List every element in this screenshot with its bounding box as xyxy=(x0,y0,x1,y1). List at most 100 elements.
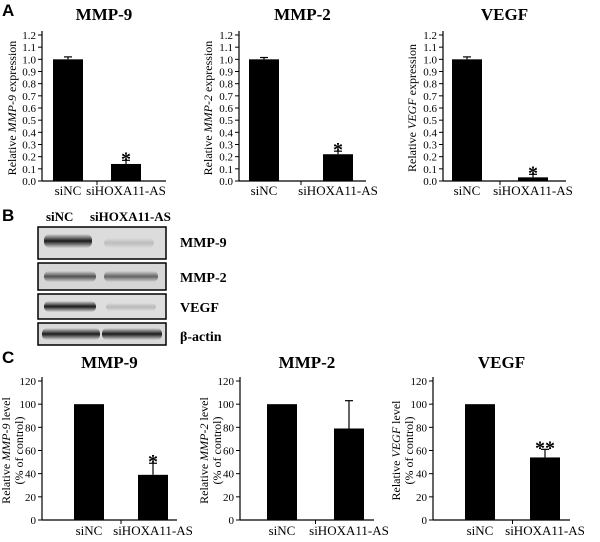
y-tick-label: 0.4 xyxy=(22,127,36,139)
y-tick-label: 0.2 xyxy=(423,152,437,164)
band-actin-sinc xyxy=(42,328,100,340)
category-label: siHOXA11-AS xyxy=(309,523,389,538)
y-tick-label: 80 xyxy=(223,422,235,434)
lane-label-sinc: siNC xyxy=(46,209,73,224)
y-tick-label: 1.2 xyxy=(22,30,36,42)
chart-c-mmp2: MMP-2 0 20 40 60 80 100 120 siNC siHOXA11-AS Relat… xyxy=(197,353,389,538)
y-tick-label: 0.6 xyxy=(219,103,233,115)
y-tick-label: 0 xyxy=(31,515,37,527)
y-axis-label-gene: MMP-9 xyxy=(0,424,13,462)
y-axis-label-part: Relative xyxy=(405,129,419,172)
y-tick-label: 1.1 xyxy=(423,42,437,54)
category-label: siNC xyxy=(467,523,494,538)
y-axis-label-part: level xyxy=(0,397,13,424)
bar xyxy=(518,177,548,181)
y-axis-label-part: Relative xyxy=(5,132,19,175)
band-mmp2-sihoxa xyxy=(104,271,158,282)
y-tick-label: 0.8 xyxy=(22,79,36,91)
y-axis-label-gene: MMP-2 xyxy=(201,95,215,133)
y-tick-label: 0.4 xyxy=(423,127,437,139)
y-tick-label: 0.6 xyxy=(22,103,36,115)
y-tick-label: 0.9 xyxy=(22,67,36,79)
y-tick-label: 1.2 xyxy=(423,30,437,42)
western-blot: siNC siHOXA11-AS MMP-9 MMP-2 VEGF β-acti… xyxy=(37,209,227,346)
blot-label-mmp2: MMP-2 xyxy=(180,271,227,286)
chart-a-mmp2: MMP-20.00.10.20.30.40.50.60.70.80.91.01.… xyxy=(201,5,378,198)
band-actin-sihoxa xyxy=(102,328,162,340)
category-label: siHOXA11-AS xyxy=(493,183,573,198)
y-tick-label: 40 xyxy=(223,469,235,481)
bar xyxy=(53,59,83,182)
y-axis-label: Relative VEGF expression xyxy=(405,44,419,172)
y-axis-label: Relative MMP-9 expression xyxy=(5,41,19,176)
y-tick-label: 0.2 xyxy=(219,152,233,164)
category-label: siNC xyxy=(76,523,103,538)
y-axis-label-line2: (% of control) xyxy=(402,417,416,485)
y-tick-label: 100 xyxy=(218,399,235,411)
category-label: siHOXA11-AS xyxy=(113,523,193,538)
category-label: siHOXA11-AS xyxy=(505,523,585,538)
y-tick-label: 0.0 xyxy=(22,176,36,188)
blot-label-mmp9: MMP-9 xyxy=(180,236,227,251)
panel-letter-c: C xyxy=(2,348,14,367)
y-tick-label: 0.0 xyxy=(423,176,437,188)
y-tick-label: 0.8 xyxy=(423,79,437,91)
y-tick-label: 60 xyxy=(223,446,235,458)
lane-label-sihoxa11as: siHOXA11-AS xyxy=(90,209,171,224)
y-tick-label: 60 xyxy=(416,446,428,458)
y-tick-label: 0 xyxy=(229,515,235,527)
y-tick-label: 80 xyxy=(416,422,428,434)
y-tick-label: 0.7 xyxy=(423,91,437,103)
bar xyxy=(249,59,279,182)
chart-c-mmp9: MMP-9 0 20 40 60 80 100 120 siNC * siHOXA11-AS Rela… xyxy=(0,353,193,538)
y-tick-label: 0.3 xyxy=(22,140,36,152)
y-tick-label: 120 xyxy=(20,376,37,388)
chart-title: VEGF xyxy=(481,5,528,24)
significance-marker: * xyxy=(528,162,538,184)
significance-marker: * xyxy=(333,139,343,161)
chart-title: MMP-2 xyxy=(274,5,331,24)
panel-letter-a: A xyxy=(2,1,14,20)
y-tick-label: 0.8 xyxy=(219,79,233,91)
y-axis-label: Relative MMP-2 level xyxy=(197,397,211,504)
y-axis-label-gene: MMP-2 xyxy=(197,424,211,462)
y-tick-label: 1.2 xyxy=(219,30,233,42)
band-mmp9-sinc xyxy=(44,234,92,248)
y-tick-label: 0.1 xyxy=(22,164,36,176)
category-label: siNC xyxy=(454,183,481,198)
band-mmp9-sihoxa xyxy=(104,238,154,248)
y-tick-label: 1.0 xyxy=(219,54,233,66)
significance-marker: ** xyxy=(535,437,555,459)
y-axis-label-gene: VEGF xyxy=(389,426,403,457)
y-tick-label: 0.3 xyxy=(219,140,233,152)
y-tick-label: 0.7 xyxy=(219,91,233,103)
blot-label-beta-actin: β-actin xyxy=(180,330,222,345)
y-tick-label: 1.1 xyxy=(219,42,233,54)
y-tick-label: 0.5 xyxy=(219,115,233,127)
panel-letter-b: B xyxy=(2,206,14,225)
category-label: siHOXA11-AS xyxy=(86,183,166,198)
bar xyxy=(452,59,482,182)
y-axis-label-part: level xyxy=(197,397,211,424)
y-tick-label: 40 xyxy=(25,469,37,481)
bar xyxy=(74,404,104,520)
y-axis-label-part: level xyxy=(389,400,403,427)
y-axis-label-part: expression xyxy=(201,41,215,95)
band-vegf-sinc xyxy=(44,301,96,312)
y-tick-label: 0.9 xyxy=(423,67,437,79)
category-label: siNC xyxy=(55,183,82,198)
y-tick-label: 0.1 xyxy=(219,164,233,176)
y-axis-label-line2: (% of control) xyxy=(12,417,26,485)
y-tick-label: 1.1 xyxy=(22,42,36,54)
y-tick-label: 0.5 xyxy=(22,115,36,127)
y-tick-label: 80 xyxy=(25,422,37,434)
y-tick-label: 120 xyxy=(411,376,428,388)
y-axis-label-part: expression xyxy=(405,44,419,98)
y-tick-label: 40 xyxy=(416,469,428,481)
band-vegf-sihoxa xyxy=(106,303,156,311)
category-label: siHOXA11-AS xyxy=(298,183,378,198)
blot-label-vegf: VEGF xyxy=(180,301,219,316)
bar xyxy=(334,428,364,520)
y-tick-label: 0.2 xyxy=(22,152,36,164)
